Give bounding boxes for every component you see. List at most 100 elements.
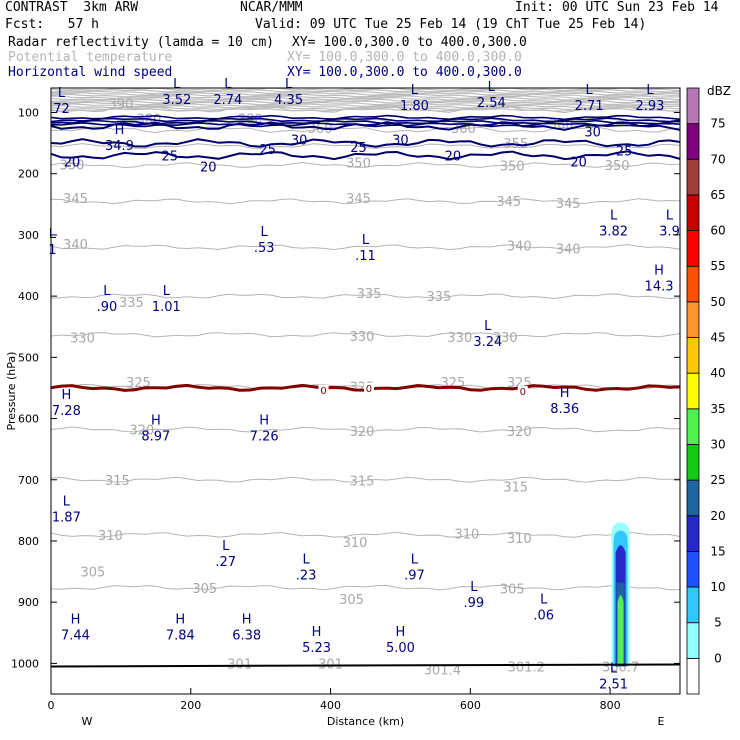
theta-label: 320	[350, 425, 375, 440]
extremum-low-marker: L	[63, 494, 71, 509]
colorbar-swatch	[686, 337, 700, 374]
model-name: CONTRAST 3km ARW	[5, 0, 139, 15]
colorbar-swatch	[686, 301, 700, 338]
extremum-value: 7.28	[52, 404, 81, 419]
extremum-low-marker: L	[610, 209, 618, 224]
theta-label: 330	[493, 331, 518, 346]
zero-dbz-label: 0	[320, 386, 326, 397]
extremum-low-marker: L	[646, 83, 654, 98]
echo-35dbz	[617, 595, 624, 665]
field-xy-wind: XY= 100.0,300.0 to 400.0,300.0	[287, 65, 522, 80]
colorbar-level-label: 30	[710, 437, 725, 451]
theta-label: 310	[98, 529, 123, 544]
wind-label: 30	[392, 133, 409, 148]
extremum-high-marker: H	[654, 264, 664, 279]
extremum-low-marker: L	[163, 284, 171, 299]
colorbar-level-label: 15	[710, 544, 725, 558]
wind-contour-jet	[50, 119, 681, 125]
wind-contour-25	[50, 138, 681, 148]
extremum-high-marker: H	[259, 414, 269, 429]
extremum-value: .06	[533, 608, 554, 623]
extremum-value: .11	[355, 249, 376, 264]
theta-label: 360	[308, 122, 333, 137]
extremum-value: 3.52	[162, 93, 191, 108]
theta-label: 320	[507, 425, 532, 440]
y-tick-label: 800	[18, 535, 39, 548]
theta-contour-upper	[50, 89, 681, 93]
extremum-value: 2.51	[599, 678, 628, 693]
plot-frame	[50, 87, 681, 695]
theta-label: 340	[507, 239, 532, 254]
y-tick-label: 300	[18, 229, 39, 242]
y-tick-label: 500	[18, 351, 39, 364]
theta-label: 350	[60, 159, 85, 174]
x-axis-west-label: W	[82, 715, 93, 728]
theta-contour-345	[50, 198, 681, 205]
y-tick-label: 400	[18, 290, 39, 303]
extremum-high-marker: H	[396, 625, 406, 640]
extremum-high-marker: H	[151, 414, 161, 429]
extremum-low-marker: L	[411, 553, 419, 568]
zero-label-box	[363, 383, 374, 394]
wind-label: 20	[570, 155, 587, 170]
extremum-value: 6.38	[232, 629, 261, 644]
extremum-high-marker: H	[312, 625, 322, 640]
theta-contour-360	[50, 126, 681, 134]
theta-label: 310	[454, 528, 479, 543]
theta-contour-305	[50, 584, 681, 591]
extremum-value: 7.26	[250, 430, 279, 445]
theta-label: 301.2	[508, 660, 545, 675]
extremum-value: 1.01	[152, 300, 181, 315]
colorbar-unit: dBZ	[707, 84, 731, 98]
wind-label: 30	[291, 133, 308, 148]
extremum-low-marker: L	[586, 83, 594, 98]
colorbar-level-label: 45	[710, 331, 725, 345]
y-tick-label: 100	[18, 106, 39, 119]
y-axis-label: Pressure (hPa)	[5, 352, 18, 431]
colorbar-level-label: 0	[714, 651, 722, 665]
theta-contour-310	[50, 531, 681, 538]
colorbar-level-label: 10	[710, 580, 725, 594]
theta-contour-upper	[50, 95, 681, 100]
extremum-value: 14.3	[645, 280, 674, 295]
extremum-high-marker: H	[242, 613, 252, 628]
field-xy-theta: XY= 100.0,300.0 to 400.0,300.0	[287, 50, 522, 65]
wind-contour-jet	[50, 121, 681, 128]
wind-label: 25	[259, 143, 276, 158]
extremum-low-marker: L	[470, 580, 478, 595]
colorbar-swatch	[686, 265, 700, 303]
colorbar-swatch	[686, 408, 700, 445]
extremum-value: 7.44	[61, 629, 90, 644]
colorbar-level-label: 5	[714, 616, 722, 630]
colorbar-level-label: 20	[710, 509, 725, 523]
theta-contour-upper	[50, 98, 681, 103]
zero-dbz-label: 0	[520, 387, 526, 398]
x-tick-label: 0	[48, 699, 55, 712]
surface-line	[50, 663, 681, 668]
y-tick-label: 200	[18, 168, 39, 181]
field-label-theta: Potential temperature	[8, 50, 173, 65]
extremum-low-marker: L	[285, 77, 293, 92]
theta-label: 335	[119, 296, 144, 311]
theta-label: 310	[343, 536, 368, 551]
wind-label: 25	[616, 144, 633, 159]
wind-label: 25	[350, 141, 367, 156]
theta-contour-340	[50, 244, 681, 251]
colorbar-level-label: 65	[710, 188, 725, 202]
colorbar-swatch	[686, 230, 700, 267]
colorbar-level-label: 60	[710, 224, 725, 238]
extremum-value: 2.74	[213, 93, 242, 108]
colorbar-swatch	[686, 194, 700, 231]
y-tick-label: 700	[18, 474, 39, 487]
x-axis-label: Distance (km)	[327, 715, 404, 728]
extremum-high-marker: H	[71, 613, 81, 628]
zero-dbz-label: 0	[366, 384, 372, 395]
theta-contour-315	[50, 476, 681, 483]
colorbar-swatch	[686, 479, 700, 517]
theta-label: 310	[507, 532, 532, 547]
x-tick-label: 600	[460, 699, 481, 712]
extremum-value: 1	[48, 243, 56, 258]
theta-contour-upper	[50, 108, 680, 112]
theta-label: 350	[346, 157, 371, 172]
